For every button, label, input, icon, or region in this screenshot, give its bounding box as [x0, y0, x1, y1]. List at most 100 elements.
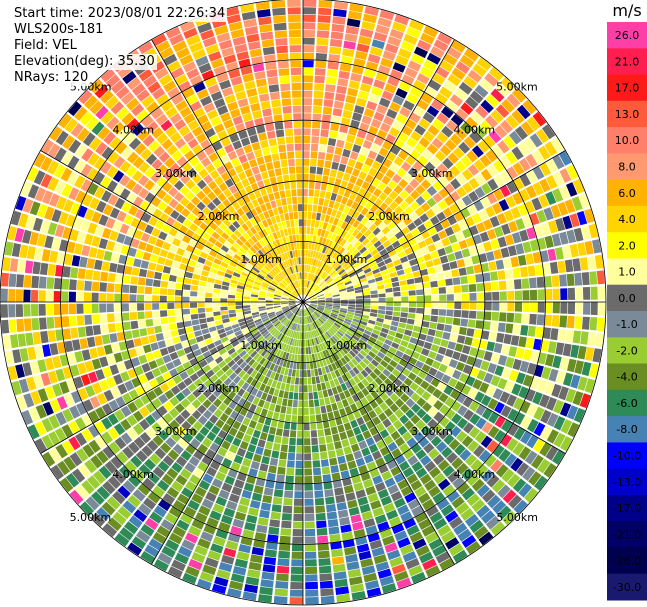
colorbar-tick-label: -6.0 [616, 397, 637, 410]
radar-gate [254, 71, 266, 80]
radar-gate [576, 210, 588, 226]
radar-gate [307, 369, 311, 377]
radar-gate [291, 544, 303, 552]
radar-gate [431, 294, 439, 301]
radar-gate [122, 70, 137, 85]
radar-gate [132, 489, 146, 502]
radar-gate [590, 302, 598, 316]
radar-gate [167, 449, 180, 461]
radar-gate [303, 219, 307, 227]
radar-gate [356, 213, 365, 222]
radar-gate [461, 435, 474, 448]
radar-gate [346, 18, 361, 28]
radar-gate [318, 436, 326, 445]
radar-gate [452, 369, 462, 380]
radar-gate [165, 26, 181, 39]
radar-gate [277, 60, 289, 69]
radar-gate [355, 536, 368, 546]
radar-gate [329, 250, 336, 258]
radar-gate [207, 191, 217, 201]
radar-gate [280, 262, 286, 270]
radar-gate [442, 207, 453, 218]
radar-gate [249, 500, 261, 509]
radar-gate [171, 150, 183, 162]
radar-gate [436, 112, 449, 125]
radar-gate [565, 329, 574, 343]
radar-gate [359, 349, 368, 357]
radar-gate [93, 171, 106, 185]
radar-gate [290, 376, 296, 385]
radar-gate [8, 273, 17, 287]
radar-gate [303, 204, 308, 212]
radar-gate [49, 193, 60, 207]
radar-gate [172, 358, 182, 368]
radar-gate [493, 159, 505, 173]
radar-gate [282, 429, 290, 437]
radar-gate [515, 347, 525, 359]
radar-gate [307, 265, 311, 273]
radar-gate [279, 190, 286, 199]
radar-gate [193, 267, 202, 275]
radar-gate [49, 250, 59, 263]
radar-gate [113, 423, 126, 436]
radar-gate [465, 513, 479, 527]
azimuth-spoke [151, 301, 304, 565]
radar-gate [308, 384, 313, 393]
radar-gate [285, 277, 291, 284]
radar-gate [331, 272, 338, 278]
radar-gate [229, 372, 238, 381]
radar-gate [252, 331, 261, 338]
radar-gate [232, 36, 246, 46]
radar-gate [377, 309, 386, 315]
radar-gate [385, 287, 393, 293]
radar-gate [320, 451, 328, 460]
radar-gate [319, 351, 325, 359]
radar-gate [83, 303, 92, 314]
radar-gate [427, 406, 438, 418]
radar-gate [394, 570, 409, 582]
radar-gate [438, 428, 449, 440]
radar-gate [274, 481, 284, 490]
colorbar: 26.021.017.013.010.08.06.04.02.01.00.0-1… [607, 22, 647, 601]
radar-gate [307, 307, 313, 314]
radar-gate [310, 273, 314, 281]
radar-gate [365, 132, 376, 143]
radar-gate [192, 248, 202, 256]
radar-gate [358, 257, 366, 265]
radar-gate [342, 335, 350, 342]
radar-gate [408, 307, 416, 313]
radar-gate [286, 286, 293, 292]
radar-gate [10, 334, 19, 349]
radar-gate [252, 110, 263, 120]
radar-gate [526, 434, 539, 449]
radar-gate [288, 212, 294, 220]
radar-gate [325, 331, 332, 339]
radar-gate [168, 174, 179, 186]
radar-gate [529, 239, 540, 252]
radar-gate [360, 216, 369, 225]
radar-gate [283, 421, 291, 430]
radar-gate [458, 326, 467, 336]
radar-gate [253, 485, 264, 495]
radar-gate [426, 173, 437, 185]
radar-gate [232, 566, 247, 576]
radar-gate [241, 214, 249, 223]
radar-gate [281, 305, 289, 308]
radar-gate [307, 290, 313, 297]
radar-gate [82, 193, 93, 207]
radar-gate [191, 319, 200, 326]
ring-label: 1.00km [326, 339, 368, 352]
radar-gate [212, 141, 223, 152]
radar-gate [355, 363, 364, 372]
radar-gate [355, 307, 363, 311]
radar-gate [180, 208, 191, 218]
radar-gate [308, 306, 315, 312]
radar-gate [116, 106, 130, 120]
radar-gate [308, 291, 314, 297]
radar-gate [240, 105, 251, 115]
radar-gate [500, 119, 514, 134]
radar-gate [70, 202, 81, 216]
radar-gate [206, 282, 214, 288]
radar-gate [324, 349, 331, 357]
radar-gate [284, 252, 289, 260]
